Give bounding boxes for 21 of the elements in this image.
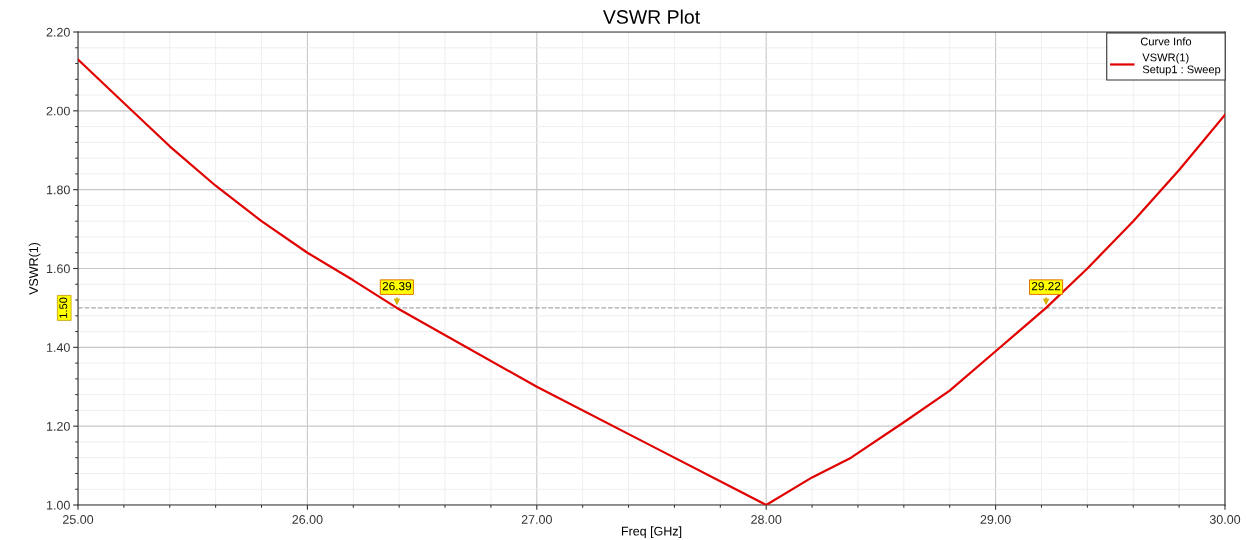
y-tick-label: 2.20 <box>46 27 70 37</box>
x-tick-label: 28.00 <box>751 515 782 524</box>
x-tick-label: 26.00 <box>292 515 323 524</box>
chart-title: VSWR Plot <box>602 9 700 24</box>
ref-line-label: 1.50 <box>59 297 68 318</box>
y-axis-title: VSWR(1) <box>28 242 41 295</box>
y-tick-label: 1.20 <box>46 421 70 431</box>
y-tick-label: 1.60 <box>46 264 70 274</box>
legend-label: VSWR(1) Setup1 : Sweep <box>1142 53 1221 76</box>
y-tick-label: 1.80 <box>46 185 70 195</box>
y-tick-label: 1.40 <box>46 343 70 352</box>
y-tick-label: 2.00 <box>46 106 70 116</box>
y-tick-label: 1.00 <box>46 500 70 510</box>
legend-title: Curve Info <box>1140 37 1192 46</box>
annotation: 29.22 <box>1031 281 1061 291</box>
x-tick-label: 27.00 <box>521 515 552 524</box>
annotation: 26.39 <box>382 281 412 291</box>
x-tick-label: 30.00 <box>1209 515 1241 524</box>
x-tick-label: 25.00 <box>62 515 94 524</box>
x-tick-label: 29.00 <box>980 515 1011 524</box>
x-axis-title: Freq [GHz] <box>621 526 682 539</box>
